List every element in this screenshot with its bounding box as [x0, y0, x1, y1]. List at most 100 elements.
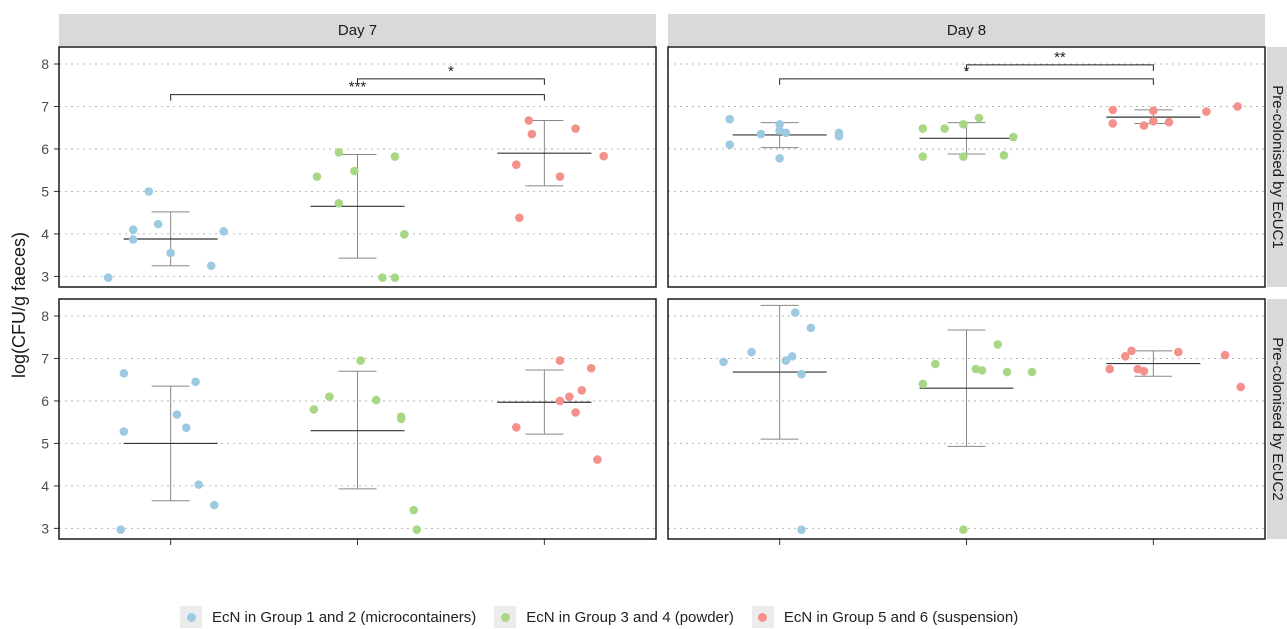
legend-item-microcontainers: EcN in Group 1 and 2 (microcontainers) — [180, 606, 476, 628]
sig-bracket-p0-1 — [170, 94, 545, 101]
legend-item-suspension: EcN in Group 5 and 6 (suspension) — [751, 606, 1018, 628]
row-strip-1 — [1267, 299, 1287, 539]
data-point-p2-s0-2 — [119, 369, 129, 378]
data-point-p0-s2-5 — [571, 124, 580, 133]
data-point-p3-s0-2 — [781, 356, 791, 365]
data-point-p1-s1-0 — [918, 152, 928, 161]
data-point-p1-s0-1 — [725, 114, 735, 124]
ytick-label-p2-3: 6 — [41, 393, 49, 409]
data-point-p0-s1-3 — [350, 166, 359, 176]
data-point-p2-s0-7 — [210, 500, 219, 510]
legend-dot-powder — [500, 612, 510, 622]
data-point-p2-s0-5 — [191, 377, 200, 387]
sig-label-p0-1: *** — [349, 79, 367, 96]
data-point-p3-s1-4 — [977, 366, 987, 375]
data-point-p3-s0-1 — [747, 347, 756, 357]
data-point-p0-s2-1 — [515, 213, 524, 223]
data-point-p3-s1-0 — [918, 379, 928, 389]
row-strip-label-0: Pre-colonised by EcUC1 — [1269, 85, 1286, 248]
sig-label-p1-1: * — [964, 63, 970, 80]
legend-item-powder: EcN in Group 3 and 4 (powder) — [494, 606, 734, 628]
panel-border-0 — [58, 46, 657, 288]
ytick-label-p0-0: 3 — [41, 268, 49, 284]
data-point-p2-s0-6 — [194, 480, 204, 489]
col-strip-label-1: Day 8 — [947, 22, 986, 39]
data-point-p3-s0-6 — [797, 525, 806, 534]
data-point-p1-s0-6 — [781, 128, 791, 138]
col-strip-label-0: Day 7 — [338, 22, 377, 39]
ytick-label-p2-4: 7 — [41, 350, 49, 366]
data-point-p1-s1-1 — [918, 124, 928, 133]
data-point-p0-s0-5 — [166, 248, 175, 258]
data-point-p3-s1-2 — [959, 525, 968, 534]
data-point-p0-s1-6 — [390, 273, 400, 282]
data-point-p3-s1-6 — [1002, 367, 1012, 377]
data-point-p0-s1-5 — [390, 152, 400, 161]
data-point-p1-s2-1 — [1108, 105, 1118, 115]
data-point-p1-s1-7 — [1009, 132, 1018, 142]
faceted-scatter-chart: log(CFU/g faeces) Day 7 Day 8 Pre-colonise… — [9, 14, 1287, 545]
data-point-p1-s0-3 — [775, 153, 784, 163]
ytick-label-p0-1: 4 — [41, 226, 49, 242]
panel-border-3 — [667, 298, 1266, 540]
legend-key-suspension — [751, 606, 774, 628]
panel-border-2 — [58, 298, 657, 540]
ytick-label-p0-4: 7 — [41, 98, 49, 114]
legend-label-microcontainers: EcN in Group 1 and 2 (microcontainers) — [212, 608, 477, 626]
data-point-p3-s2-6 — [1220, 350, 1230, 360]
data-point-p1-s2-7 — [1233, 102, 1242, 111]
data-point-p1-s2-4 — [1149, 106, 1158, 116]
data-point-p1-s0-0 — [725, 140, 735, 149]
sig-label-p1-0: ** — [1054, 49, 1066, 66]
data-point-p0-s0-1 — [128, 225, 138, 234]
data-point-p0-s1-4 — [378, 273, 387, 282]
data-point-p0-s2-6 — [599, 151, 608, 161]
data-point-p0-s2-3 — [527, 129, 537, 139]
data-point-p0-s2-0 — [511, 160, 521, 169]
col-strip-0 — [59, 14, 656, 46]
data-point-p2-s0-1 — [119, 427, 129, 436]
data-point-p2-s0-3 — [172, 410, 182, 419]
data-point-p1-s0-2 — [756, 129, 766, 139]
data-point-p2-s2-5 — [577, 386, 587, 395]
legend-key-microcontainers — [180, 606, 202, 628]
data-point-p3-s1-5 — [993, 340, 1002, 349]
ytick-label-p0-3: 6 — [41, 141, 49, 157]
data-point-p0-s1-1 — [334, 199, 344, 208]
data-point-p0-s1-2 — [334, 148, 344, 157]
data-point-p3-s2-1 — [1120, 352, 1130, 361]
row-strip-0 — [1267, 47, 1287, 287]
ytick-label-p0-5: 8 — [41, 56, 49, 72]
data-point-p2-s2-4 — [571, 408, 580, 417]
data-point-p2-s1-5 — [396, 412, 406, 421]
panel-border-1 — [667, 46, 1266, 288]
sig-bracket-p0-0 — [357, 78, 545, 85]
data-point-p2-s1-1 — [325, 392, 334, 401]
data-point-p1-s0-8 — [834, 131, 844, 141]
data-point-p1-s2-0 — [1108, 119, 1118, 128]
data-point-p3-s2-5 — [1174, 347, 1183, 357]
ytick-label-p2-1: 4 — [41, 478, 49, 494]
data-point-p1-s2-3 — [1149, 117, 1158, 126]
data-point-p1-s1-5 — [974, 113, 984, 123]
legend-dot-suspension — [758, 612, 768, 622]
data-point-p0-s1-0 — [312, 172, 322, 181]
ytick-label-p2-2: 5 — [41, 435, 49, 451]
legend-key-powder — [494, 606, 517, 628]
data-point-p3-s1-7 — [1027, 367, 1037, 377]
data-point-p1-s1-2 — [940, 124, 949, 133]
data-point-p3-s2-7 — [1236, 382, 1246, 392]
data-point-p3-s0-7 — [806, 323, 816, 333]
data-point-p3-s0-3 — [787, 352, 797, 361]
row-strip-label-1: Pre-colonised by EcUC2 — [1269, 337, 1286, 500]
data-point-p0-s2-4 — [555, 172, 565, 181]
data-point-p3-s0-5 — [797, 369, 806, 379]
data-point-p1-s2-5 — [1164, 117, 1174, 127]
col-strip-1 — [668, 14, 1265, 46]
data-point-p1-s1-3 — [959, 120, 968, 129]
data-point-p3-s2-0 — [1105, 364, 1114, 374]
data-point-p2-s1-0 — [309, 405, 319, 414]
data-point-p0-s0-0 — [103, 273, 113, 282]
legend-dot-microcontainers — [186, 612, 196, 622]
data-point-p2-s2-7 — [593, 455, 602, 464]
